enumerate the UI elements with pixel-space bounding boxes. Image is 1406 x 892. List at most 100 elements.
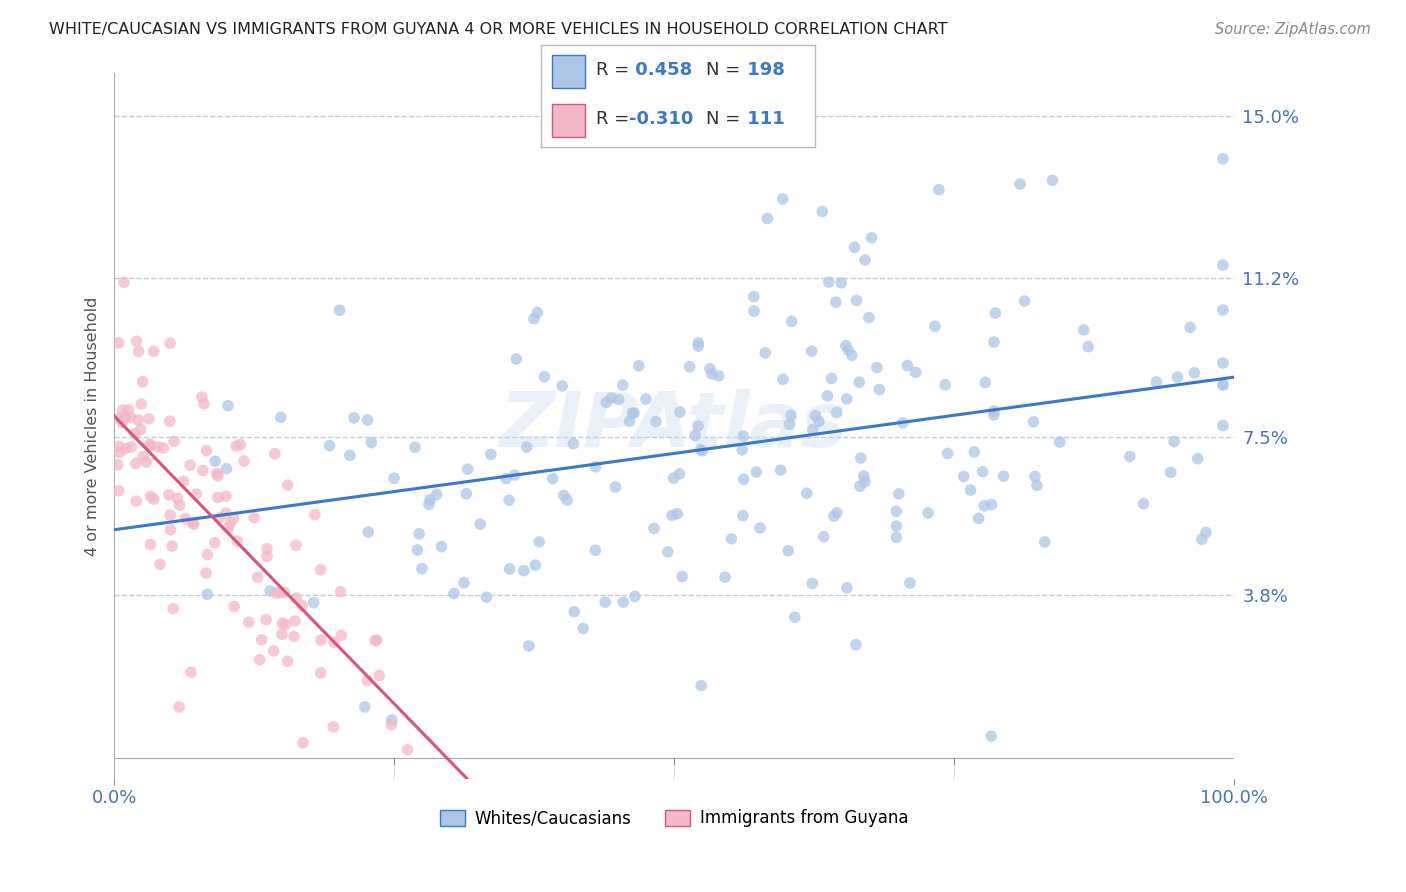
Point (657, 545, 679, 559)
Point (844, 240, 866, 254)
Point (207, 491, 229, 505)
Point (353, 700, 375, 714)
Point (285, 538, 308, 552)
Point (541, 472, 564, 486)
Point (503, 468, 526, 483)
Point (1163, 434, 1185, 449)
Point (120, 410, 142, 425)
Point (180, 665, 202, 680)
Point (419, 492, 441, 507)
Point (562, 436, 585, 450)
Point (731, 508, 754, 523)
Point (159, 523, 181, 537)
Point (309, 665, 332, 680)
Point (309, 563, 332, 577)
Point (498, 493, 520, 508)
Point (526, 305, 548, 319)
Point (475, 590, 498, 604)
Point (1212, 418, 1234, 433)
Point (666, 507, 689, 521)
Point (142, 492, 165, 507)
Point (533, 369, 555, 384)
Point (1212, 377, 1234, 392)
Point (645, 415, 668, 429)
Point (823, 508, 845, 523)
Point (513, 564, 536, 578)
Point (339, 449, 361, 463)
Point (845, 638, 868, 652)
Point (720, 532, 742, 546)
Point (179, 458, 201, 472)
Point (270, 585, 292, 599)
Point (886, 530, 908, 544)
Point (662, 471, 685, 485)
Point (801, 423, 824, 437)
Point (183, 517, 205, 532)
Point (121, 440, 143, 454)
Point (572, 622, 595, 636)
Point (195, 443, 218, 458)
Point (517, 639, 540, 653)
Point (456, 487, 478, 501)
Point (595, 395, 617, 409)
Point (1191, 533, 1213, 547)
Point (149, 558, 172, 572)
Point (495, 472, 517, 486)
Point (249, 653, 271, 667)
Point (193, 397, 215, 411)
Point (356, 673, 378, 688)
Point (271, 616, 294, 631)
Point (125, 494, 148, 508)
Legend: Whites/Caucasians, Immigrants from Guyana: Whites/Caucasians, Immigrants from Guyan… (433, 803, 915, 834)
Point (917, 506, 939, 520)
Point (271, 627, 294, 641)
Point (453, 575, 475, 590)
Point (683, 428, 706, 442)
Point (129, 397, 152, 411)
Point (1024, 469, 1046, 483)
Point (886, 519, 908, 533)
Point (128, 344, 150, 359)
Point (107, 440, 129, 454)
Point (1049, 435, 1071, 450)
Point (612, 595, 634, 609)
Point (318, 439, 340, 453)
Point (817, 275, 839, 289)
Point (980, 729, 1002, 743)
Point (952, 469, 974, 483)
Point (1073, 323, 1095, 337)
Point (593, 595, 616, 609)
Point (259, 583, 281, 598)
Point (418, 497, 440, 511)
Point (139, 537, 162, 551)
Point (904, 365, 927, 379)
Point (896, 359, 918, 373)
Point (1025, 478, 1047, 492)
Point (983, 408, 1005, 422)
Point (754, 346, 776, 360)
Point (1014, 293, 1036, 308)
Point (807, 414, 830, 428)
Point (174, 512, 197, 526)
Point (357, 524, 380, 539)
Point (714, 570, 737, 584)
Point (285, 591, 308, 605)
Point (825, 295, 848, 310)
Point (731, 442, 754, 457)
Point (984, 306, 1007, 320)
Point (700, 367, 723, 381)
Point (972, 465, 994, 479)
Point (1212, 356, 1234, 370)
Point (1180, 320, 1202, 334)
Point (219, 516, 242, 531)
Point (273, 585, 295, 599)
Point (329, 584, 352, 599)
Point (406, 543, 429, 558)
Point (382, 471, 405, 485)
Point (699, 361, 721, 376)
Point (277, 478, 299, 492)
Point (796, 486, 818, 500)
Point (222, 599, 245, 614)
Text: 111: 111 (741, 111, 785, 128)
Point (173, 475, 195, 489)
